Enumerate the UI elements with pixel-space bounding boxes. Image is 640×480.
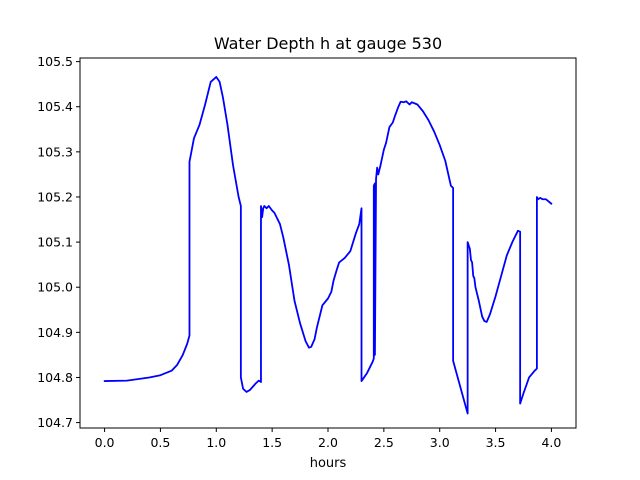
y-tick-label: 105.5 — [37, 54, 73, 69]
chart-title: Water Depth h at gauge 530 — [214, 34, 442, 53]
y-tick-label: 105.1 — [37, 235, 73, 250]
y-tick-label: 105.4 — [37, 99, 73, 114]
y-tick-label: 105.3 — [37, 144, 73, 159]
y-tick-label: 105.2 — [37, 189, 73, 204]
y-tick-label: 104.7 — [37, 415, 73, 430]
series-layer — [103, 76, 553, 415]
plot-frame — [79, 57, 577, 429]
series-line-0 — [103, 76, 553, 415]
x-tick-label: 2.5 — [374, 435, 394, 450]
x-tick-label: 4.0 — [541, 435, 561, 450]
y-tick-label: 105.0 — [37, 280, 73, 295]
x-tick-label: 1.0 — [206, 435, 226, 450]
x-tick-label: 3.0 — [430, 435, 450, 450]
x-tick-label: 0.0 — [95, 435, 115, 450]
x-axis: 0.0 0.5 1.0 1.5 2.0 2.5 3.0 3.5 4.0 — [95, 428, 561, 450]
x-tick-label: 2.0 — [318, 435, 338, 450]
y-axis: 104.7 104.8 104.9 105.0 105.1 105.2 105.3 105.4… — [37, 54, 80, 430]
x-tick-label: 3.5 — [486, 435, 506, 450]
y-tick-label: 104.9 — [37, 325, 73, 340]
y-tick-label: 104.8 — [37, 370, 73, 385]
x-tick-label: 1.5 — [262, 435, 282, 450]
x-tick-label: 0.5 — [150, 435, 170, 450]
x-axis-label: hours — [310, 456, 347, 471]
